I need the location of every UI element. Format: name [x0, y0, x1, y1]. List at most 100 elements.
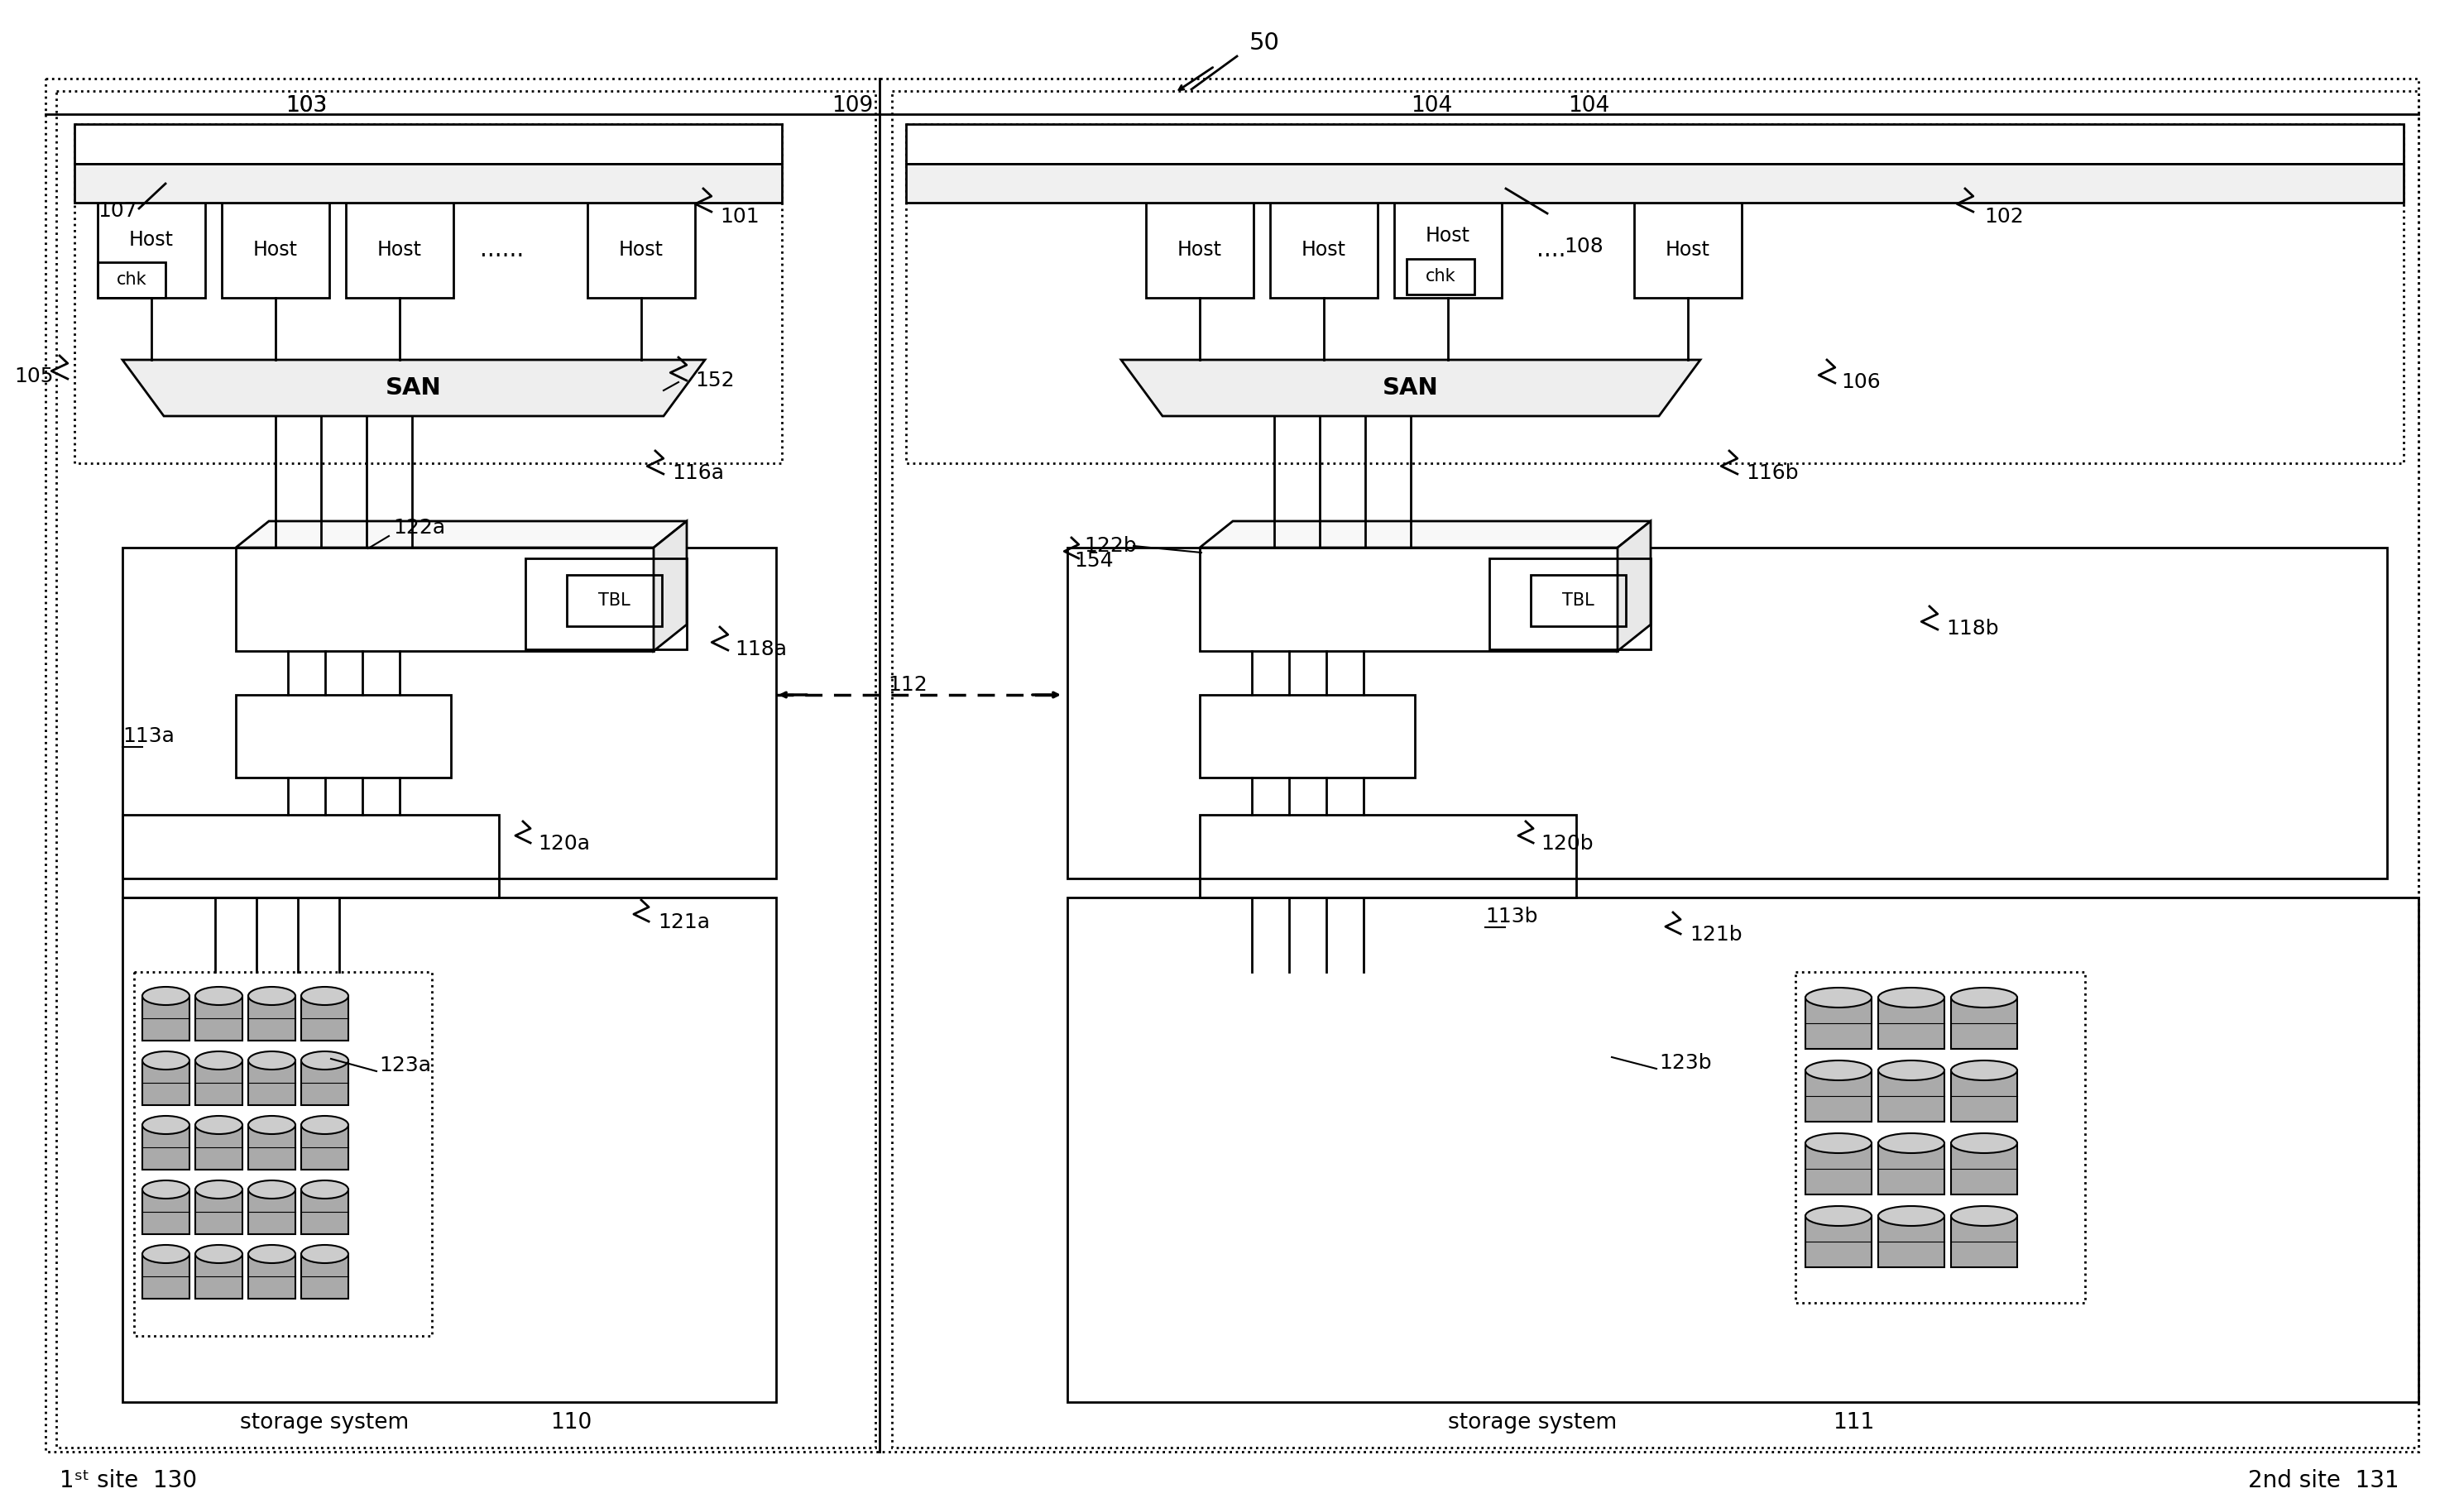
Bar [133, 972, 431, 1336]
Bar [1269, 203, 1377, 298]
Text: 118b: 118b [1947, 619, 1998, 639]
Bar [99, 262, 165, 298]
Bar [123, 897, 776, 1402]
Text: 120a: 120a [537, 834, 589, 854]
Bar [1200, 694, 1414, 777]
Bar [301, 996, 347, 1040]
Bar [99, 203, 205, 298]
Bar [1200, 815, 1577, 897]
Text: Host: Host [254, 240, 298, 260]
Bar [143, 1124, 190, 1169]
Bar [301, 1124, 347, 1169]
Text: 116a: 116a [673, 463, 724, 482]
Bar [907, 164, 2402, 203]
Bar [301, 1189, 347, 1234]
Text: Host: Host [128, 230, 175, 249]
Text: 102: 102 [1984, 207, 2023, 227]
Ellipse shape [249, 1244, 296, 1263]
Text: Host: Host [1301, 240, 1345, 260]
Polygon shape [1616, 522, 1651, 651]
Ellipse shape [195, 1052, 241, 1070]
Bar [1878, 1216, 1944, 1267]
Text: Host: Host [618, 240, 663, 260]
Text: 154: 154 [1074, 552, 1114, 571]
Ellipse shape [1806, 1205, 1873, 1226]
Bar [907, 125, 2402, 463]
Bar [1395, 203, 1501, 298]
Text: 116b: 116b [1747, 463, 1799, 482]
Ellipse shape [1878, 1133, 1944, 1153]
Bar [892, 92, 2420, 1447]
Ellipse shape [195, 987, 241, 1006]
Ellipse shape [195, 1180, 241, 1198]
Bar [586, 203, 695, 298]
Ellipse shape [1806, 987, 1873, 1007]
Text: 108: 108 [1565, 236, 1604, 257]
Bar [1067, 547, 2388, 878]
Text: 106: 106 [1841, 373, 1880, 392]
Ellipse shape [143, 1244, 190, 1263]
Text: Host: Host [377, 240, 421, 260]
Bar [1951, 1144, 2018, 1195]
Text: chk: chk [1424, 268, 1456, 284]
Text: SAN: SAN [387, 376, 441, 400]
Text: Host: Host [1666, 240, 1710, 260]
Polygon shape [1200, 522, 1651, 547]
Bar [237, 547, 653, 651]
Text: 122b: 122b [1084, 537, 1136, 556]
Bar [301, 1254, 347, 1299]
Bar [1806, 998, 1873, 1049]
Bar [1806, 1144, 1873, 1195]
Ellipse shape [143, 987, 190, 1006]
Bar [249, 996, 296, 1040]
Ellipse shape [249, 1180, 296, 1198]
Bar [237, 694, 451, 777]
Bar [1634, 203, 1742, 298]
Text: 123b: 123b [1658, 1054, 1712, 1073]
Ellipse shape [249, 1115, 296, 1135]
Text: 121b: 121b [1690, 924, 1742, 945]
Text: 109: 109 [830, 95, 872, 117]
Ellipse shape [143, 1180, 190, 1198]
Bar [1806, 1070, 1873, 1121]
Bar [195, 996, 241, 1040]
Bar [57, 92, 875, 1447]
Bar [249, 1254, 296, 1299]
Bar [1878, 1144, 1944, 1195]
Text: 107: 107 [99, 201, 138, 221]
Bar [1530, 574, 1626, 627]
Bar [1146, 203, 1254, 298]
Text: 121a: 121a [658, 912, 710, 932]
Text: 123a: 123a [379, 1055, 431, 1075]
Text: 113a: 113a [123, 726, 175, 745]
Bar [1796, 972, 2085, 1303]
Bar [123, 547, 776, 878]
Bar [525, 558, 687, 649]
Text: 104: 104 [1409, 95, 1451, 117]
Text: 105: 105 [15, 367, 54, 386]
Ellipse shape [301, 1244, 347, 1263]
Bar [301, 1061, 347, 1105]
Text: storage system: storage system [239, 1411, 409, 1434]
Text: 50: 50 [1249, 32, 1279, 54]
Bar [195, 1254, 241, 1299]
Ellipse shape [1806, 1133, 1873, 1153]
Ellipse shape [1806, 1061, 1873, 1081]
Text: Host: Host [1427, 225, 1471, 245]
Bar [1806, 1216, 1873, 1267]
Ellipse shape [1951, 1061, 2018, 1081]
Bar [143, 1189, 190, 1234]
Bar [345, 203, 453, 298]
Ellipse shape [195, 1115, 241, 1135]
Bar [143, 1061, 190, 1105]
Bar [123, 815, 498, 897]
Ellipse shape [249, 1052, 296, 1070]
Text: 2nd site  131: 2nd site 131 [2247, 1468, 2400, 1492]
Text: ....: .... [1538, 239, 1567, 262]
Bar [74, 164, 781, 203]
Ellipse shape [143, 1052, 190, 1070]
Ellipse shape [1951, 1205, 2018, 1226]
Bar [1951, 1216, 2018, 1267]
Text: 118a: 118a [734, 639, 786, 660]
Text: 101: 101 [719, 207, 759, 227]
